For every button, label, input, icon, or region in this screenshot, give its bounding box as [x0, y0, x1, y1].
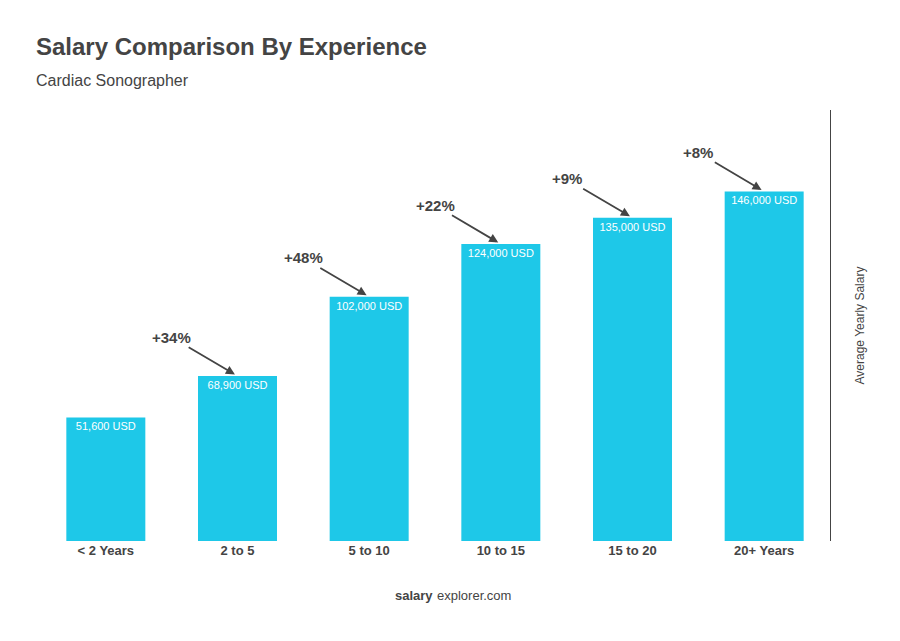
svg-text:10 to 15: 10 to 15: [477, 543, 525, 558]
svg-text:Cardiac Sonographer: Cardiac Sonographer: [36, 72, 189, 89]
svg-text:explorer.com: explorer.com: [437, 588, 511, 603]
svg-text:124,000 USD: 124,000 USD: [468, 247, 534, 259]
svg-text:Salary Comparison By Experienc: Salary Comparison By Experience: [36, 33, 427, 60]
svg-text:5 to 10: 5 to 10: [349, 543, 390, 558]
svg-text:2 to 5: 2 to 5: [221, 543, 255, 558]
svg-text:+34%: +34%: [152, 329, 191, 346]
svg-text:+48%: +48%: [284, 249, 323, 266]
svg-text:51,600 USD: 51,600 USD: [76, 420, 136, 432]
svg-text:< 2 Years: < 2 Years: [78, 543, 135, 558]
svg-text:135,000 USD: 135,000 USD: [599, 221, 665, 233]
svg-text:+8%: +8%: [683, 144, 713, 161]
svg-text:+9%: +9%: [552, 170, 582, 187]
svg-text:+22%: +22%: [416, 197, 455, 214]
svg-text:Average Yearly Salary: Average Yearly Salary: [853, 267, 867, 385]
svg-text:20+ Years: 20+ Years: [734, 543, 794, 558]
svg-text:102,000 USD: 102,000 USD: [336, 300, 402, 312]
svg-text:68,900 USD: 68,900 USD: [208, 379, 268, 391]
svg-text:15 to 20: 15 to 20: [608, 543, 656, 558]
svg-text:salary: salary: [395, 588, 433, 603]
svg-text:146,000 USD: 146,000 USD: [731, 194, 797, 206]
